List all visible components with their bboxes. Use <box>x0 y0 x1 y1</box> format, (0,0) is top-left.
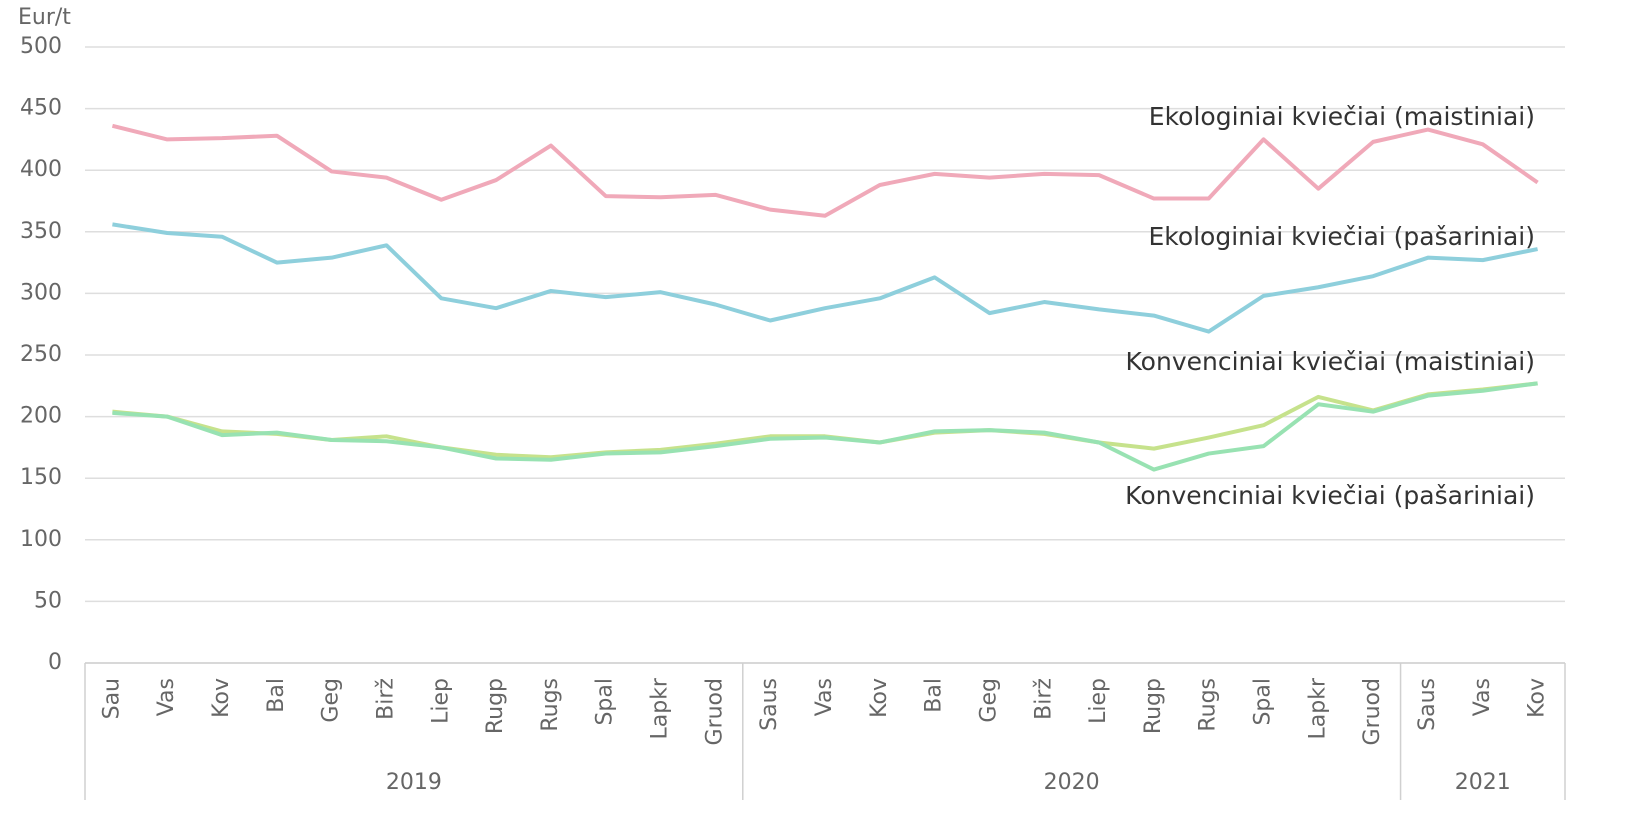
x-tick-label: Kov <box>1525 678 1550 718</box>
x-tick-label: Saus <box>757 678 782 731</box>
x-tick-label: Liep <box>1086 678 1111 724</box>
x-tick-label: Rugs <box>1196 678 1221 732</box>
x-tick-label: Geg <box>319 678 344 723</box>
x-tick-label: Vas <box>812 678 837 716</box>
x-tick-label: Kov <box>209 678 234 718</box>
x-group-label: 2021 <box>1455 770 1511 795</box>
x-tick-label: Saus <box>1415 678 1440 731</box>
x-tick-label: Rugp <box>483 678 508 734</box>
y-tick-label: 500 <box>20 34 62 59</box>
x-tick-label: Liep <box>428 678 453 724</box>
y-tick-label: 450 <box>20 96 62 121</box>
x-tick-label: Spal <box>593 678 618 726</box>
series-line <box>112 381 1538 472</box>
x-tick-label: Birž <box>1031 678 1056 720</box>
series-line <box>112 381 1538 460</box>
x-tick-label: Gruod <box>702 678 727 745</box>
y-tick-label: 100 <box>20 527 62 552</box>
x-tick-label: Sau <box>99 678 124 719</box>
x-tick-label: Vas <box>1470 678 1495 716</box>
y-tick-label: 350 <box>20 219 62 244</box>
y-tick-label: 300 <box>20 280 62 305</box>
y-tick-label: 0 <box>48 650 62 675</box>
x-tick-label: Kov <box>867 678 892 718</box>
x-tick-label: Rugs <box>538 678 563 732</box>
y-tick-label: 150 <box>20 465 62 490</box>
series-line <box>111 123 1539 218</box>
series-label: Konvenciniai kviečiai (pašariniai) <box>1125 481 1535 510</box>
x-tick-label: Birž <box>373 678 398 720</box>
x-tick-label: Gruod <box>1360 678 1385 745</box>
x-tick-label: Bal <box>264 678 289 713</box>
y-tick-label: 250 <box>20 342 62 367</box>
y-tick-label: 50 <box>34 588 62 613</box>
x-tick-label: Spal <box>1251 678 1276 726</box>
x-tick-label: Lapkr <box>648 677 673 739</box>
x-group-label: 2020 <box>1044 770 1100 795</box>
x-tick-label: Lapkr <box>1305 677 1330 739</box>
x-group-label: 2019 <box>386 770 442 795</box>
x-tick-label: Geg <box>976 678 1001 723</box>
series-label: Ekologiniai kviečiai (pašariniai) <box>1148 222 1535 251</box>
y-tick-label: 400 <box>20 157 62 182</box>
y-tick-label: 200 <box>20 404 62 429</box>
series-line <box>112 222 1538 334</box>
series-label: Konvenciniai kviečiai (maistiniai) <box>1126 347 1535 376</box>
x-tick-label: Vas <box>154 678 179 716</box>
x-tick-label: Rugp <box>1141 678 1166 734</box>
y-axis-label: Eur/t <box>18 5 71 30</box>
x-tick-label: Bal <box>922 678 947 713</box>
series-label: Ekologiniai kviečiai (maistiniai) <box>1149 102 1535 131</box>
